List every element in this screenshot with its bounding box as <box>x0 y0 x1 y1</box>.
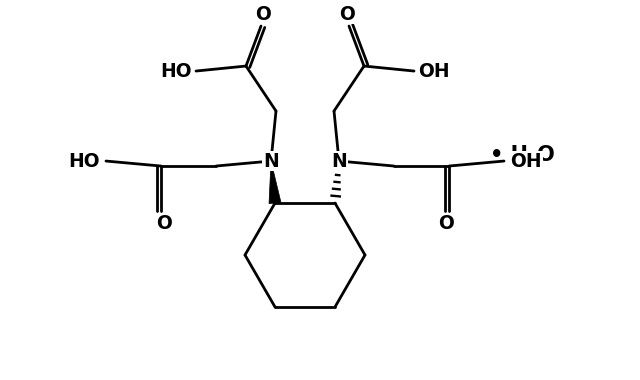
Text: O: O <box>339 5 355 24</box>
Text: O: O <box>255 5 271 24</box>
Text: O: O <box>438 214 454 233</box>
Text: N: N <box>331 152 347 171</box>
Polygon shape <box>269 161 281 204</box>
Text: O: O <box>156 214 172 233</box>
Text: N: N <box>263 152 279 171</box>
Text: OH: OH <box>418 62 450 81</box>
Text: HO: HO <box>160 62 192 81</box>
Text: • H₂O: • H₂O <box>490 145 555 165</box>
Text: HO: HO <box>68 152 100 171</box>
Text: OH: OH <box>510 152 542 171</box>
